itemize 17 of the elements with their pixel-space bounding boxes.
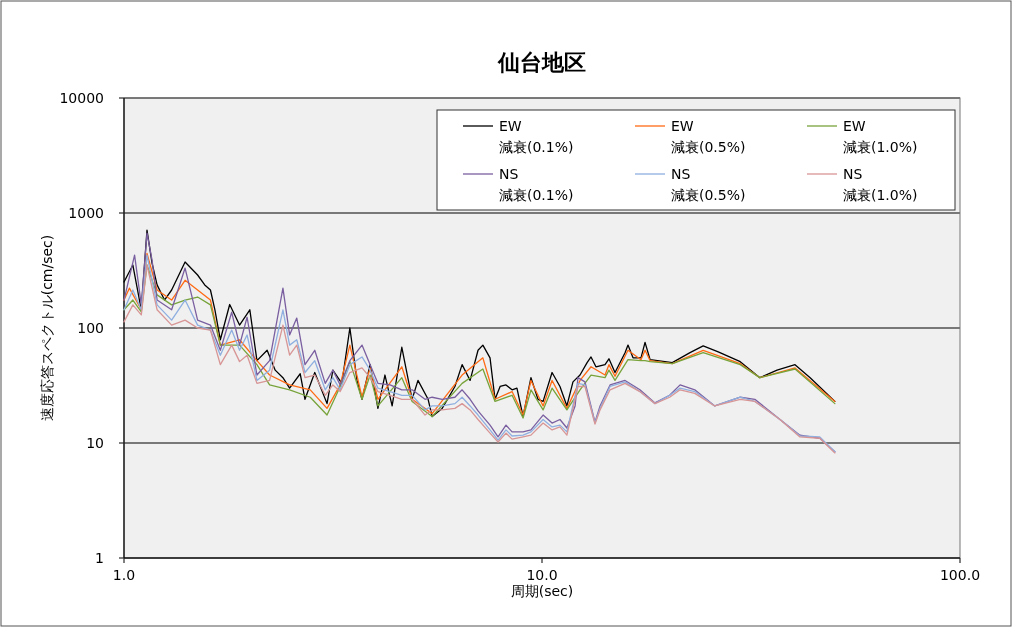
x-tick-label: 10.0 [526, 567, 558, 583]
x-axis-title: 周期(sec) [510, 583, 574, 599]
y-tick-label: 100 [77, 320, 104, 336]
legend-label: EW 減衰(0.1%) [499, 118, 574, 155]
y-tick-label: 10 [86, 435, 104, 451]
chart-title: 仙台地区 [497, 50, 586, 75]
x-tick-label: 100.0 [939, 567, 981, 583]
legend-label: NS 減衰(0.5%) [671, 166, 746, 203]
x-tick-label: 1.0 [112, 567, 136, 583]
legend-label: NS 減衰(0.1%) [499, 166, 574, 203]
legend-label: EW 減衰(0.5%) [671, 118, 746, 155]
y-tick-label: 10000 [59, 90, 104, 106]
y-tick-label: 1 [95, 550, 104, 566]
legend-label: NS 減衰(1.0%) [843, 166, 918, 203]
y-axis-title: 速度応答スペクトル(cm/sec) [39, 234, 55, 422]
legend-label: EW 減衰(1.0%) [843, 118, 918, 155]
y-tick-label: 1000 [68, 205, 104, 221]
